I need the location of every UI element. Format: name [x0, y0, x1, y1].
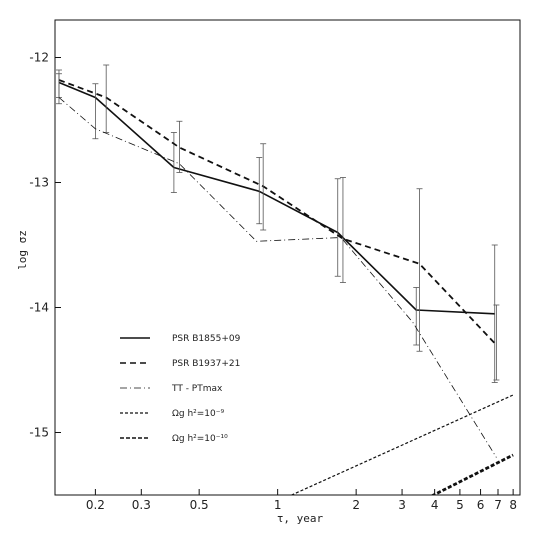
- series-line-2: [58, 79, 498, 346]
- legend: PSR B1855+09 PSR B1937+21 TT - PTmax Ωg h²=…: [120, 334, 241, 444]
- y-tick-label: -12: [29, 51, 49, 65]
- y-tick-label: -14: [29, 301, 49, 315]
- y-tick-label: -15: [29, 426, 49, 440]
- series-line-5: [430, 453, 514, 495]
- y-tick-label: -13: [29, 176, 49, 190]
- x-axis-label: τ, year: [277, 512, 324, 525]
- x-tick-label: 8: [509, 498, 517, 512]
- series-line-1: [58, 81, 495, 315]
- x-tick-label: 0.3: [132, 498, 151, 512]
- legend-label-2: PSR B1937+21: [172, 359, 240, 369]
- legend-label-4: Ωg h²=10⁻⁹: [172, 409, 225, 419]
- x-tick-label: 1: [274, 498, 282, 512]
- legend-label-3: TT - PTmax: [171, 384, 223, 394]
- y-axis-label: log σz: [16, 230, 29, 270]
- x-tick-label: 0.5: [190, 498, 209, 512]
- legend-label-1: PSR B1855+09: [172, 334, 241, 344]
- x-tick-label: 7: [494, 498, 502, 512]
- legend-label-5: Ωg h²=10⁻¹⁰: [172, 434, 228, 444]
- x-tick-label: 4: [431, 498, 439, 512]
- series-layer: [55, 64, 514, 495]
- x-tick-label: 2: [352, 498, 360, 512]
- series-line-4: [290, 394, 514, 495]
- plot-frame: [54, 19, 521, 496]
- series-line-3: [58, 97, 497, 458]
- x-tick-label: 5: [456, 498, 464, 512]
- x-axis-ticks: 0.2 0.3 0.5 1 2 3 4 5 6 7 8: [86, 489, 517, 512]
- x-tick-label: 6: [477, 498, 485, 512]
- x-tick-label: 0.2: [86, 498, 105, 512]
- y-axis-ticks: -12 -13 -14 -15: [29, 51, 61, 440]
- x-tick-label: 3: [398, 498, 406, 512]
